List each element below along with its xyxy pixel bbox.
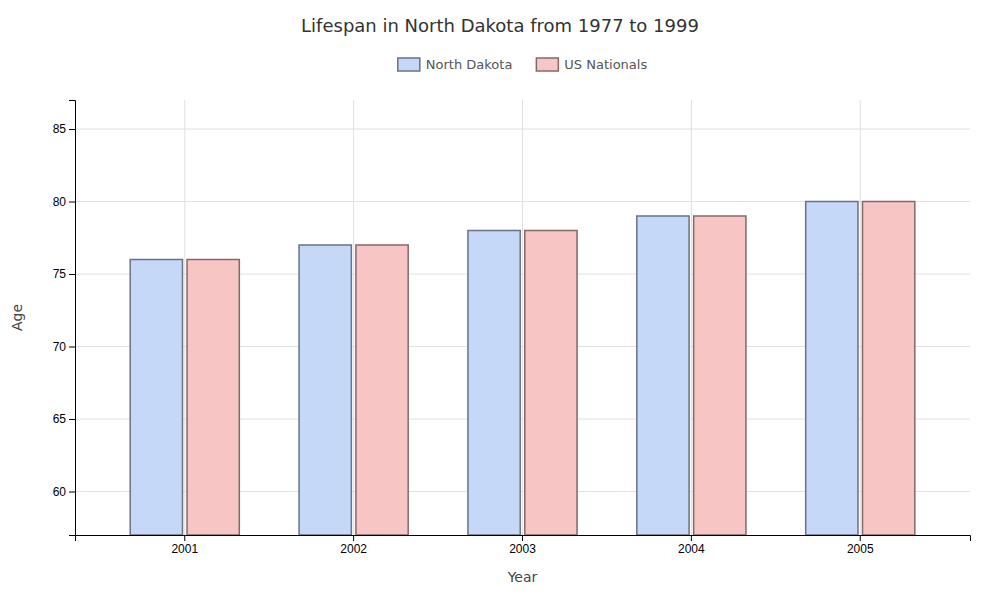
tick-label: 2001 xyxy=(171,542,198,556)
tick-mark xyxy=(522,535,523,541)
tick: 2003 xyxy=(509,535,536,556)
tick-label: 85 xyxy=(53,122,67,136)
tick-label: 60 xyxy=(53,485,67,499)
bar xyxy=(806,202,858,536)
bar xyxy=(468,231,520,536)
series xyxy=(130,202,858,536)
tick: 75 xyxy=(53,267,75,281)
tick-mark xyxy=(691,535,692,541)
legend-item: US Nationals xyxy=(536,57,647,72)
tick-label: 2003 xyxy=(509,542,536,556)
bar xyxy=(299,245,351,535)
bar xyxy=(525,231,577,536)
tick: 85 xyxy=(53,122,75,136)
grid-line-x xyxy=(353,100,354,535)
grid xyxy=(75,100,970,535)
tick: 70 xyxy=(53,340,75,354)
chart: 60 65 70 75 80 85 2001 2002 2003 2004 2005 Lifespan… xyxy=(0,0,1000,600)
tick-mark xyxy=(69,274,75,275)
title: Lifespan in North Dakota from 1977 to 19… xyxy=(301,15,699,36)
legend-label: US Nationals xyxy=(564,57,647,72)
tick-mark xyxy=(69,492,75,493)
legend-swatch xyxy=(398,58,420,71)
legend: North Dakota US Nationals xyxy=(398,57,648,72)
tick: 2004 xyxy=(678,535,705,556)
axis-line xyxy=(69,101,76,536)
legend-swatch xyxy=(536,58,558,71)
tick-label: 2004 xyxy=(678,542,705,556)
tick-mark xyxy=(69,347,75,348)
series xyxy=(187,202,915,536)
bar xyxy=(187,260,239,536)
tick-label: 75 xyxy=(53,267,67,281)
tick-mark xyxy=(860,535,861,541)
legend-item: North Dakota xyxy=(398,57,513,72)
tick: 2005 xyxy=(847,535,874,556)
axis-line xyxy=(76,536,971,542)
plot-area: 60 65 70 75 80 85 2001 2002 2003 2004 2005 xyxy=(53,100,971,556)
tick-label: 65 xyxy=(53,412,67,426)
tick-mark xyxy=(69,202,75,203)
tick-mark xyxy=(69,419,75,420)
bars xyxy=(130,202,915,536)
tick-label: 80 xyxy=(53,195,67,209)
bar xyxy=(130,260,182,536)
tick-mark xyxy=(353,535,354,541)
tick: 65 xyxy=(53,412,75,426)
tick-mark xyxy=(184,535,185,541)
bar xyxy=(637,216,689,535)
bar xyxy=(356,245,408,535)
tick: 2001 xyxy=(171,535,198,556)
tick: 60 xyxy=(53,485,75,499)
x-axis: 2001 2002 2003 2004 2005 xyxy=(76,535,971,556)
tick-label: 70 xyxy=(53,340,67,354)
bar xyxy=(863,202,915,536)
x-axis-title: Year xyxy=(507,569,538,585)
legend-label: North Dakota xyxy=(426,57,513,72)
tick-label: 2002 xyxy=(340,542,367,556)
y-axis: 60 65 70 75 80 85 xyxy=(53,101,76,536)
bar xyxy=(694,216,746,535)
tick: 2002 xyxy=(340,535,367,556)
grid-line-x xyxy=(691,100,692,535)
tick-mark xyxy=(69,129,75,130)
y-axis-title: Age xyxy=(9,304,25,331)
grid-line-x xyxy=(184,100,185,535)
tick-label: 2005 xyxy=(847,542,874,556)
grid-line-x xyxy=(860,100,861,535)
tick: 80 xyxy=(53,195,75,209)
grid-line-x xyxy=(522,100,523,535)
